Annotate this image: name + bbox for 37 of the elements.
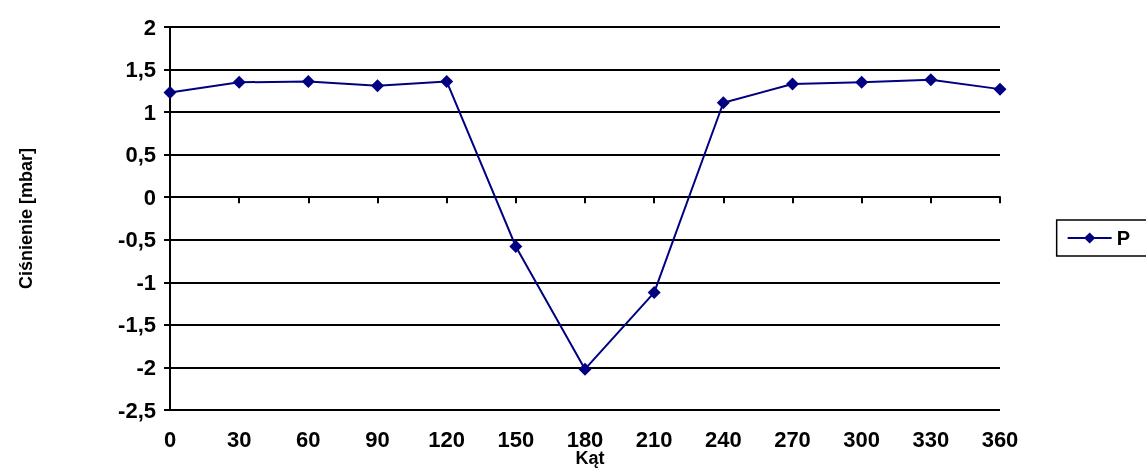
point [924, 73, 938, 87]
point [993, 82, 1007, 96]
x-tick-label: 270 [774, 426, 811, 452]
x-tick-label: 90 [365, 426, 390, 452]
y-tick-label: -1 [136, 269, 156, 295]
point [509, 240, 523, 254]
y-axis-title: Ciśnienie [mbar] [16, 147, 36, 290]
point [578, 362, 592, 376]
point [232, 75, 246, 89]
y-tick-label: -2,5 [118, 397, 156, 423]
y-tick-label: -2 [136, 354, 156, 380]
y-tick-label: -1,5 [118, 312, 156, 338]
y-tick-label: 1 [143, 99, 156, 125]
y-tick-label: 0,5 [125, 142, 156, 168]
y-tick-label: 1,5 [125, 57, 156, 83]
point [371, 79, 384, 93]
point [163, 86, 177, 100]
point [301, 74, 315, 88]
x-tick-label: 60 [296, 426, 321, 452]
x-tick-label: 30 [226, 426, 252, 452]
x-tick-label: 210 [635, 426, 673, 452]
x-tick-label: 240 [704, 426, 742, 452]
point [855, 75, 869, 89]
y-tick-label: 2 [143, 14, 156, 40]
x-tick-label: 150 [497, 426, 535, 452]
x-tick-label: 120 [428, 426, 466, 452]
x-tick-label: 330 [912, 426, 950, 452]
x-tick-label: 360 [981, 426, 1019, 452]
point [716, 96, 730, 110]
y-tick-label: 0 [143, 184, 156, 210]
legend-label: P [1116, 227, 1130, 249]
x-tick-label: 300 [843, 426, 881, 452]
x-tick-label: 0 [163, 426, 177, 452]
point [440, 74, 454, 88]
point [786, 77, 799, 91]
y-tick-label: -0,5 [118, 227, 156, 253]
point [647, 286, 661, 300]
